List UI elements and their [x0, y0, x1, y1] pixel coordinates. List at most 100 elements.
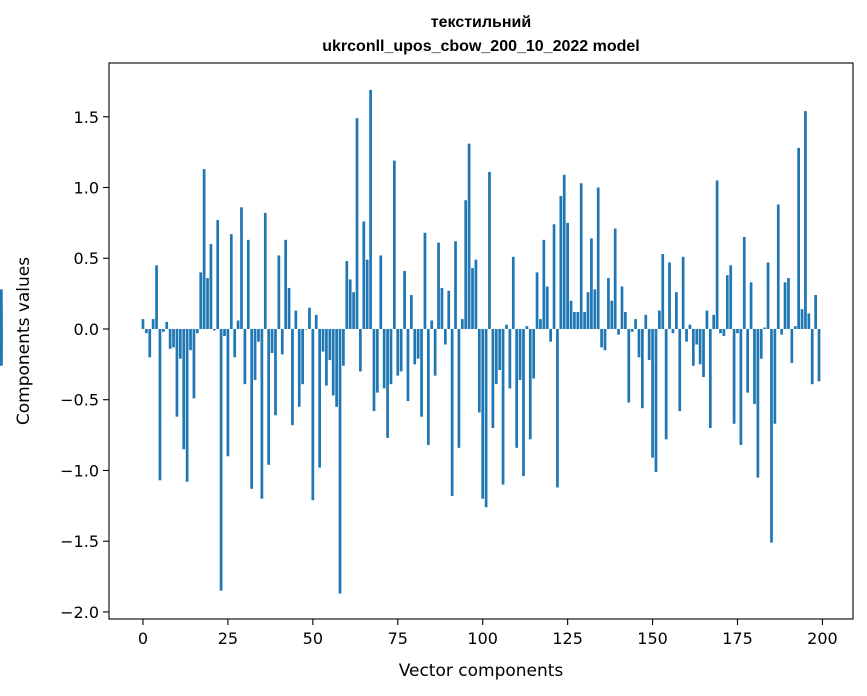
bar: [586, 292, 590, 329]
bar: [216, 220, 220, 329]
bar: [229, 234, 233, 329]
bar: [165, 321, 169, 329]
y-axis-ticks: −2.0 −1.5 −1.0 −0.5 0.0 0.5 1.0 1.5: [60, 108, 109, 622]
bar: [209, 244, 213, 329]
bar: [484, 328, 488, 508]
y-tick-label: −1.0: [60, 461, 99, 480]
bar: [423, 232, 427, 329]
bar: [345, 261, 349, 329]
bar: [389, 328, 393, 385]
bar: [674, 292, 678, 329]
bar: [651, 328, 654, 458]
bar: [450, 328, 454, 496]
y-tick-label: −0.5: [60, 391, 99, 410]
bar: [783, 282, 787, 329]
x-tick-label: 25: [218, 629, 238, 648]
bar: [376, 328, 379, 393]
bar: [515, 328, 519, 448]
x-axis-label: Vector components: [399, 661, 564, 681]
bar: [284, 239, 288, 329]
bar: [661, 253, 665, 329]
bar: [182, 328, 186, 450]
bar: [223, 328, 226, 337]
bar: [416, 328, 420, 359]
bar: [148, 328, 152, 358]
bar: [263, 212, 267, 329]
bar: [158, 328, 162, 481]
bar: [175, 328, 179, 417]
bar: [206, 278, 209, 329]
bar: [610, 300, 614, 329]
bar: [620, 286, 624, 329]
bar: [145, 328, 148, 334]
bar: [277, 255, 281, 329]
bar: [576, 312, 580, 329]
y-tick-label: 1.5: [74, 108, 99, 127]
bar: [396, 328, 400, 376]
bar: [671, 328, 675, 334]
bar: [481, 328, 485, 499]
bar: [804, 111, 807, 329]
bar: [410, 295, 413, 329]
chart-title-line2: ukrconll_upos_cbow_200_10_2022 model: [322, 38, 639, 55]
bar: [399, 328, 403, 372]
bar: [219, 328, 223, 591]
x-tick-label: 175: [722, 629, 753, 648]
bar: [817, 328, 821, 382]
bar: [240, 207, 243, 329]
bar: [797, 147, 800, 329]
bar: [630, 328, 634, 332]
bar: [766, 262, 770, 329]
y-tick-label: −2.0: [60, 603, 99, 622]
bar: [790, 328, 794, 363]
bar: [759, 328, 763, 359]
y-axis-label: Components values: [14, 257, 34, 425]
bar: [634, 319, 637, 329]
bar: [559, 195, 563, 329]
bar: [607, 278, 610, 329]
bar: [708, 328, 712, 428]
x-tick-label: 200: [807, 629, 838, 648]
chart-title-line1: текстильний: [431, 14, 531, 31]
bar: [172, 328, 175, 348]
bar: [722, 328, 726, 337]
bar: [0, 289, 3, 329]
bar: [753, 328, 756, 404]
bar: [362, 221, 366, 329]
bar: [192, 328, 196, 399]
bar: [243, 328, 247, 385]
bar: [355, 118, 359, 329]
bar: [746, 328, 750, 393]
bar: [511, 256, 515, 329]
bar: [189, 328, 192, 351]
bar: [151, 319, 155, 329]
plot-frame: [108, 62, 854, 620]
bar: [359, 328, 362, 372]
bar: [250, 328, 254, 489]
bar: [178, 328, 182, 359]
bar: [440, 287, 444, 329]
bar: [763, 327, 767, 329]
bar: [267, 328, 271, 465]
bar: [542, 239, 546, 329]
y-tick-label: −1.5: [60, 532, 99, 551]
bar: [780, 328, 784, 335]
bar: [308, 307, 311, 329]
bar: [325, 328, 328, 386]
bar: [338, 328, 342, 594]
bar: [406, 328, 410, 402]
y-tick-label: 0.0: [74, 320, 99, 339]
y-tick-label: 1.0: [74, 178, 99, 197]
bar: [246, 239, 250, 329]
bar: [688, 324, 692, 329]
bar: [433, 328, 437, 376]
bar: [603, 328, 607, 351]
bar: [736, 328, 739, 334]
bar: [800, 309, 804, 329]
bar: [719, 328, 722, 334]
bar: [569, 300, 573, 329]
bar: [0, 328, 3, 366]
x-tick-label: 50: [303, 629, 323, 648]
x-tick-label: 100: [467, 629, 498, 648]
